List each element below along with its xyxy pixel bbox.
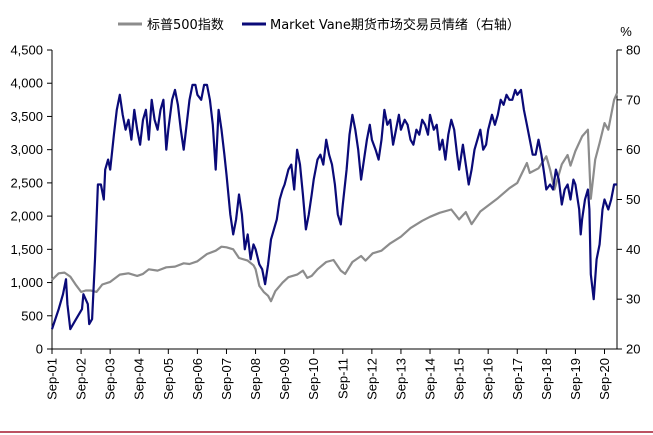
- left-tick-label: 2,000: [10, 209, 43, 224]
- legend: 标普500指数 Market Vane期货市场交易员情绪（右轴）: [118, 17, 520, 33]
- x-tick-label: Sep-10: [306, 358, 321, 400]
- x-axis: Sep-01 Sep-02 Sep-03 Sep-04 Sep-05 Sep-06 Sep-…: [45, 348, 617, 400]
- right-tick-label: 70: [626, 92, 640, 107]
- series-line-market-vane: [50, 83, 617, 331]
- x-tick-label: Sep-12: [364, 358, 379, 400]
- right-axis: 20 30 40 50 60 70 80: [616, 43, 640, 357]
- legend-label-market-vane: Market Vane期货市场交易员情绪（右轴）: [270, 17, 520, 33]
- legend-label-sp500: 标普500指数: [147, 18, 224, 33]
- right-tick-label: 50: [626, 192, 640, 207]
- plot-area: [50, 83, 619, 331]
- left-tick-label: 0: [36, 342, 43, 357]
- x-tick-label: Sep-13: [393, 358, 408, 400]
- x-tick-label: Sep-03: [103, 358, 118, 400]
- x-tick-label: Sep-14: [423, 358, 438, 400]
- x-tick-label: Sep-07: [219, 358, 234, 400]
- x-tick-label: Sep-19: [568, 358, 583, 400]
- right-tick-label: 80: [626, 43, 640, 58]
- x-tick-label: Sep-01: [45, 358, 60, 400]
- left-axis: 0 500 1,000 1,500 2,000 2,500 3,000 3,500 4,000 4…: [10, 43, 53, 357]
- x-axis-ticks: Sep-01 Sep-02 Sep-03 Sep-04 Sep-05 Sep-06 Sep-…: [45, 349, 612, 400]
- left-tick-label: 1,500: [10, 242, 43, 257]
- left-tick-label: 4,500: [10, 43, 43, 58]
- right-tick-label: 20: [626, 342, 640, 357]
- left-tick-label: 3,000: [10, 142, 43, 157]
- x-tick-label: Sep-15: [452, 358, 467, 400]
- left-tick-label: 4,000: [10, 76, 43, 91]
- x-tick-label: Sep-05: [161, 358, 176, 400]
- series-line-sp500: [51, 92, 619, 303]
- right-tick-label: 40: [626, 242, 640, 257]
- right-axis-ticks: 20 30 40 50 60 70 80: [617, 43, 640, 357]
- x-tick-label: Sep-17: [510, 358, 525, 400]
- left-tick-label: 500: [21, 308, 43, 323]
- left-axis-ticks: 0 500 1,000 1,500 2,000 2,500 3,000 3,500 4,000 4…: [10, 43, 52, 357]
- x-tick-label: Sep-16: [481, 358, 496, 400]
- x-tick-label: Sep-06: [190, 358, 205, 400]
- x-tick-label: Sep-08: [248, 358, 263, 400]
- left-tick-label: 2,500: [10, 175, 43, 190]
- x-tick-label: Sep-02: [74, 358, 89, 400]
- x-tick-label: Sep-11: [335, 358, 350, 399]
- x-tick-label: Sep-18: [539, 358, 554, 400]
- right-tick-label: 30: [626, 292, 640, 307]
- right-tick-label: 60: [626, 142, 640, 157]
- x-tick-label: Sep-20: [597, 358, 612, 400]
- x-tick-label: Sep-09: [277, 358, 292, 400]
- left-tick-label: 3,500: [10, 109, 43, 124]
- x-tick-label: Sep-04: [132, 358, 147, 400]
- left-tick-label: 1,000: [10, 275, 43, 290]
- right-axis-unit: %: [620, 24, 632, 39]
